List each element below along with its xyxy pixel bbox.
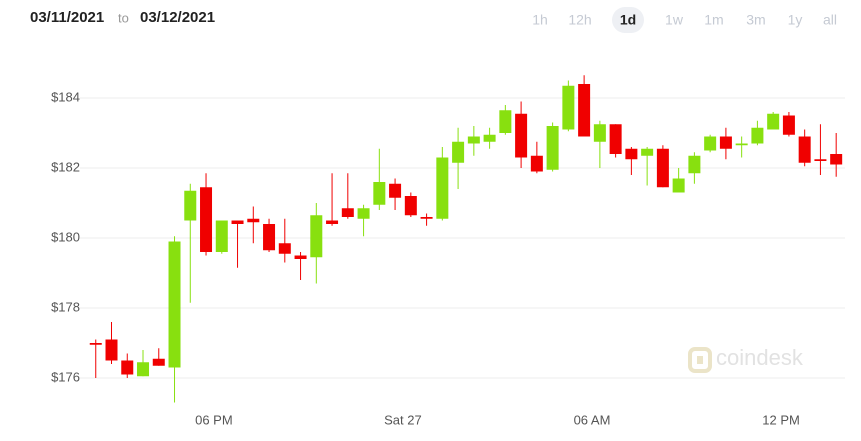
- candle-body: [326, 220, 339, 224]
- candle-body: [373, 182, 386, 205]
- candle-body: [310, 215, 323, 258]
- candle-body: [530, 155, 543, 172]
- candle-body: [798, 136, 811, 163]
- range-button[interactable]: 1w: [665, 12, 684, 28]
- range-button[interactable]: 1d: [620, 12, 636, 28]
- date-from: 03/11/2021: [30, 9, 104, 26]
- candle-body: [672, 178, 685, 193]
- candle-body: [562, 85, 575, 130]
- range-button[interactable]: all: [823, 12, 837, 28]
- candle-body: [436, 157, 449, 219]
- candle-body: [735, 143, 748, 146]
- range-button[interactable]: 1h: [532, 12, 548, 28]
- candle-body: [546, 126, 559, 170]
- candle-body: [247, 218, 260, 223]
- candles: [89, 75, 843, 403]
- candle-body: [215, 220, 228, 252]
- candle-body: [609, 124, 622, 154]
- candle-body: [751, 127, 764, 144]
- candle-body: [231, 220, 244, 224]
- candle-body: [121, 360, 134, 375]
- candle-body: [152, 358, 165, 366]
- date-separator: to: [118, 10, 129, 25]
- date-to: 03/12/2021: [140, 9, 215, 26]
- candle-body: [782, 115, 795, 135]
- candle-body: [420, 217, 433, 219]
- candle-body: [357, 208, 370, 219]
- x-tick-label: 06 AM: [574, 412, 611, 427]
- candle-body: [593, 124, 606, 142]
- watermark-logo: [688, 347, 712, 373]
- candle-body: [625, 148, 638, 160]
- range-selector: 1h 12h 1d 1w 1m 3m 1y all: [532, 7, 837, 33]
- candle-body: [263, 224, 276, 251]
- y-tick-label: $184: [51, 89, 80, 104]
- grid: $176 $178 $180 $182 $184 06 PM Sat 27 06 AM 12 P…: [51, 89, 845, 427]
- candle-body: [137, 362, 150, 377]
- x-tick-label: Sat 27: [384, 412, 422, 427]
- candle-body: [278, 243, 291, 254]
- candle-body: [294, 255, 307, 259]
- candle-body: [704, 136, 717, 151]
- candle-body: [89, 343, 102, 345]
- candle-body: [467, 136, 480, 144]
- candle-body: [341, 208, 354, 217]
- candle-body: [767, 113, 780, 130]
- candle-body: [499, 110, 512, 133]
- candle-body: [389, 183, 402, 198]
- candle-body: [719, 136, 732, 149]
- candle-body: [404, 196, 417, 216]
- range-button[interactable]: 12h: [568, 12, 591, 28]
- range-active-bg: [612, 7, 644, 33]
- candle-body: [578, 84, 591, 137]
- range-button[interactable]: 1y: [788, 12, 803, 28]
- x-tick-label: 06 PM: [195, 412, 233, 427]
- y-tick-label: $176: [51, 369, 80, 384]
- candle-body: [814, 159, 827, 161]
- candle-body: [641, 148, 654, 156]
- candle-body: [452, 141, 465, 163]
- candle-body: [483, 134, 496, 142]
- range-button[interactable]: 1m: [704, 12, 723, 28]
- candle-body: [515, 113, 528, 158]
- watermark: coindesk: [716, 345, 804, 370]
- candle-body: [656, 148, 669, 188]
- x-tick-label: 12 PM: [762, 412, 800, 427]
- y-tick-label: $180: [51, 229, 80, 244]
- candle-body: [168, 241, 181, 368]
- y-tick-label: $182: [51, 159, 80, 174]
- candle-body: [200, 187, 213, 252]
- candle-body: [830, 154, 843, 165]
- candle-body: [688, 155, 701, 174]
- candle-body: [184, 190, 197, 221]
- candle-body: [105, 339, 118, 361]
- range-button[interactable]: 3m: [746, 12, 765, 28]
- y-tick-label: $178: [51, 299, 80, 314]
